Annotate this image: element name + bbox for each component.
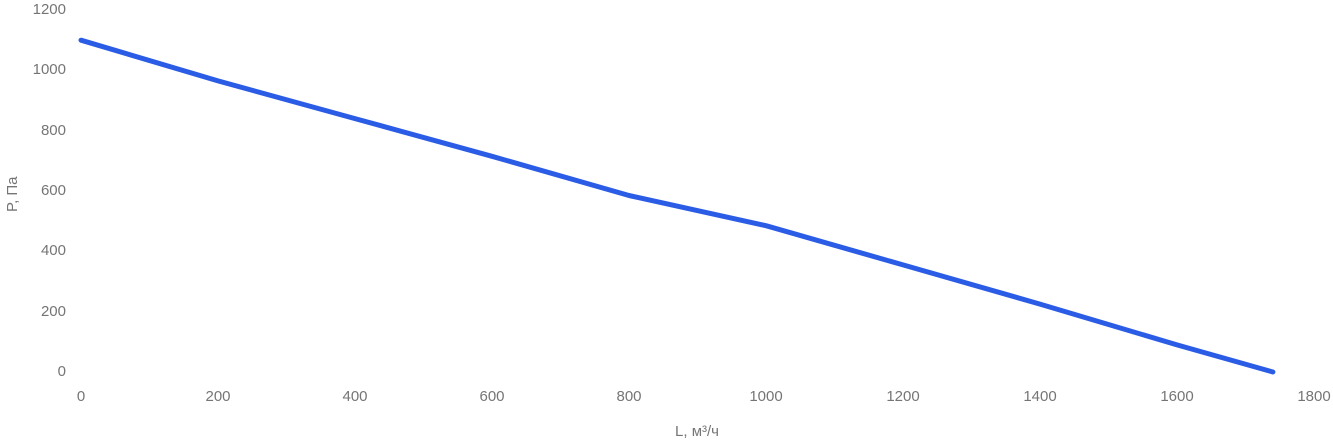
x-tick-label: 1600 xyxy=(1160,388,1194,405)
y-tick-label: 600 xyxy=(40,182,66,199)
y-tick-label: 800 xyxy=(40,121,66,139)
x-axis-label: L, м³/ч xyxy=(675,423,719,440)
x-tick-label: 400 xyxy=(342,388,368,405)
y-tick-label: 1200 xyxy=(32,1,66,18)
x-tick-label: 0 xyxy=(76,388,86,405)
x-tick-label: 600 xyxy=(479,388,505,405)
x-tick-label: 800 xyxy=(616,388,642,405)
pressure-flow-curve xyxy=(78,37,1276,375)
x-tick-label: 1000 xyxy=(749,388,783,405)
y-tick-label: 1000 xyxy=(32,61,66,79)
x-tick-label: 200 xyxy=(205,388,231,405)
y-axis-label: P, Па xyxy=(4,176,21,212)
y-tick-label: 200 xyxy=(40,302,66,320)
y-tick-label: 400 xyxy=(40,242,66,260)
x-tick-label: 1800 xyxy=(1297,388,1331,405)
x-tick-label: 1400 xyxy=(1023,388,1057,405)
y-tick-label: 0 xyxy=(57,363,66,380)
x-tick-label: 1200 xyxy=(886,388,920,405)
